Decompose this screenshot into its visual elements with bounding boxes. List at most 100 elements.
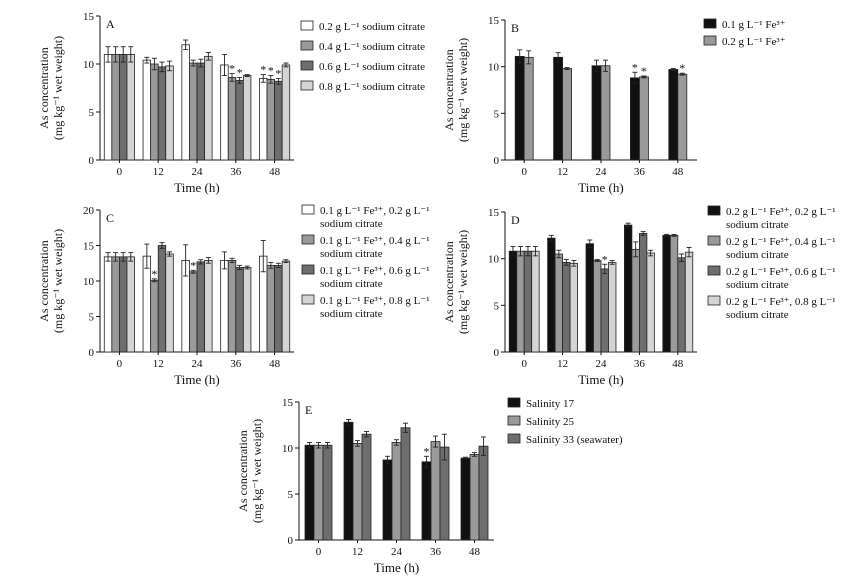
x-tick-label: 12 [153,166,164,178]
panel-letter: D [511,213,520,227]
legend-label: 0.1 g L⁻¹ Fe³⁺, 0.8 g L⁻¹ [320,295,430,307]
legend-swatch [300,60,314,71]
y-tick-label: 10 [83,276,95,288]
y-tick-label: 0 [494,347,500,359]
x-tick-label: 48 [269,166,281,178]
x-tick-label: 0 [117,358,123,370]
bar [235,267,244,353]
y-axis-label: As concentration [236,430,250,512]
chart-panel-c: 0 5 10 15 20 C As concentration (mg kg⁻¹ wet we… [37,204,430,387]
bar [266,264,275,353]
bar [352,442,363,541]
x-tick-label: 24 [192,358,204,370]
bar [639,76,649,161]
y-tick-label: 0 [89,347,95,359]
bar [181,44,190,161]
bar [157,66,167,161]
y-tick-label: 5 [89,312,95,324]
y-tick-label: 0 [494,155,500,167]
x-tick-label: 48 [469,546,481,558]
legend-label-cont: sodium citrate [320,218,383,230]
bar [142,255,152,353]
bar [591,65,602,161]
legend-label: 0.2 g L⁻¹ sodium citrate [319,21,425,33]
legend-label: Salinity 33 (seawater) [526,434,623,446]
bar [322,444,333,541]
x-axis-label: Time (h) [578,372,623,387]
legend-label: 0.1 g L⁻¹ Fe³⁺ [722,19,786,31]
bar [242,267,252,353]
bar [382,459,393,541]
bar [343,421,354,541]
bar [547,237,556,353]
bar [204,260,213,353]
legend-label: 0.2 g L⁻¹ Fe³⁺ [722,36,786,48]
panel-letter: E [305,403,312,417]
x-tick-label: 12 [557,166,568,178]
bar [274,264,283,353]
legend-label-cont: sodium citrate [320,308,383,320]
legend-label-cont: sodium citrate [320,248,383,260]
x-tick-label: 0 [316,546,322,558]
legend-label: 0.1 g L⁻¹ Fe³⁺, 0.4 g L⁻¹ [320,235,430,247]
x-tick-label: 24 [596,358,608,370]
bar [220,64,229,161]
legend-label-cont: sodium citrate [726,309,789,321]
y-tick-label: 5 [494,108,500,120]
legend-label-cont: sodium citrate [726,219,789,231]
legend-label: 0.2 g L⁻¹ Fe³⁺, 0.8 g L⁻¹ [726,296,836,308]
bar [439,446,450,541]
x-tick-label: 36 [634,166,646,178]
legend-swatch [301,204,315,215]
x-tick-label: 24 [391,546,403,558]
bar [119,54,128,161]
bar [313,444,324,541]
bar [142,59,152,161]
legend-swatch [707,205,721,216]
chart-panel-d: 0 5 10 15 D As concentration (mg kg⁻¹ wet weig… [442,205,836,387]
bar [508,250,518,353]
legend-swatch [703,18,717,29]
bar [677,73,688,161]
x-tick-label: 0 [521,358,527,370]
y-tick-label: 5 [288,489,294,501]
significance-star: * [679,61,685,75]
y-axis-label-unit: (mg kg⁻¹ wet weight) [250,419,264,523]
y-tick-label: 0 [89,155,95,167]
bar [103,54,113,161]
x-tick-label: 36 [430,546,442,558]
legend-label-cont: sodium citrate [726,279,789,291]
legend-label: 0.1 g L⁻¹ Fe³⁺, 0.6 g L⁻¹ [320,265,430,277]
x-tick-label: 48 [269,358,281,370]
significance-star: * [237,65,243,79]
legend-swatch [301,264,315,275]
legend-label: 0.2 g L⁻¹ Fe³⁺, 0.6 g L⁻¹ [726,266,836,278]
bar [631,248,640,353]
legend-swatch [300,80,314,91]
panel-letter: B [511,21,519,35]
y-tick-label: 10 [488,62,500,74]
y-axis-label: As concentration [442,49,456,131]
legend-label: Salinity 25 [526,416,574,428]
bar [119,256,128,353]
bar [361,433,372,541]
significance-star: * [229,62,235,76]
x-tick-label: 48 [672,358,684,370]
legend-swatch [703,35,717,46]
legend-swatch [707,295,721,306]
legend-label: 0.2 g L⁻¹ Fe³⁺, 0.4 g L⁻¹ [726,236,836,248]
bar [103,256,113,353]
legend-swatch [507,433,521,444]
bar [516,250,525,353]
legend-swatch [507,415,521,426]
bar [281,64,291,161]
bar [196,62,205,161]
x-axis-label: Time (h) [174,180,219,195]
bar [204,55,213,161]
bar [593,260,602,353]
x-tick-label: 24 [596,166,608,178]
legend-swatch [507,397,521,408]
legend-swatch [300,40,314,51]
legend-label: 0.8 g L⁻¹ sodium citrate [319,81,425,93]
bar [469,454,480,541]
